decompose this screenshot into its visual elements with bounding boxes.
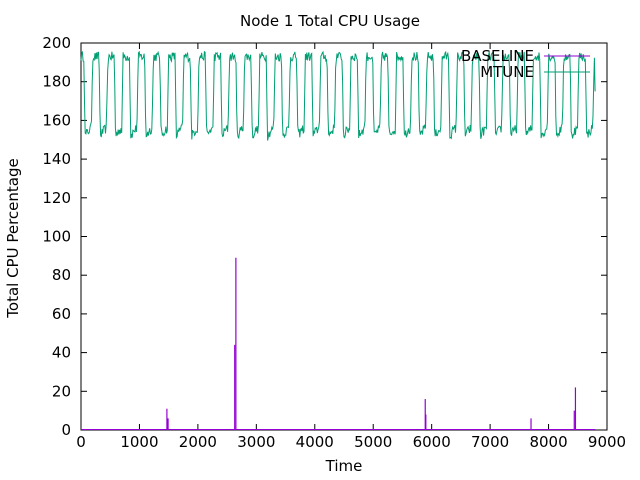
x-tick-label: 4000 — [296, 433, 334, 451]
x-axis: 0 1000 2000 3000 4000 5000 6000 7000 8000 9000 — [76, 43, 626, 451]
legend-label-mtune: MTUNE — [480, 63, 534, 81]
plot-frame — [80, 42, 608, 431]
legend: BASELINE MTUNE — [461, 47, 590, 81]
y-tick-label: 40 — [52, 344, 71, 362]
y-tick-label: 180 — [42, 73, 71, 91]
chart-title: Node 1 Total CPU Usage — [240, 12, 420, 30]
x-axis-label: Time — [325, 457, 363, 475]
x-tick-label: 9000 — [588, 433, 626, 451]
y-tick-label: 120 — [42, 189, 71, 207]
y-tick-label: 160 — [42, 111, 71, 129]
y-tick-label: 0 — [61, 421, 71, 439]
series-line-mtune — [80, 50, 596, 141]
y-tick-label: 100 — [42, 228, 71, 246]
y-tick-label: 200 — [42, 34, 71, 52]
y-axis: 0 20 40 60 80 100 120 140 160 180 200 — [42, 34, 607, 439]
plot-area — [80, 42, 608, 431]
y-tick-label: 80 — [52, 266, 71, 284]
series-layer — [80, 50, 596, 430]
y-tick-label: 20 — [52, 382, 71, 400]
x-tick-label: 5000 — [354, 433, 392, 451]
x-tick-label: 1000 — [120, 433, 158, 451]
x-tick-label: 2000 — [179, 433, 217, 451]
x-tick-label: 8000 — [529, 433, 567, 451]
y-tick-label: 140 — [42, 150, 71, 168]
x-tick-label: 7000 — [471, 433, 509, 451]
x-tick-label: 6000 — [413, 433, 451, 451]
x-tick-label: 3000 — [237, 433, 275, 451]
y-tick-label: 60 — [52, 305, 71, 323]
legend-label-baseline: BASELINE — [461, 47, 534, 65]
x-tick-label: 0 — [76, 433, 86, 451]
y-axis-label: Total CPU Percentage — [4, 158, 22, 318]
